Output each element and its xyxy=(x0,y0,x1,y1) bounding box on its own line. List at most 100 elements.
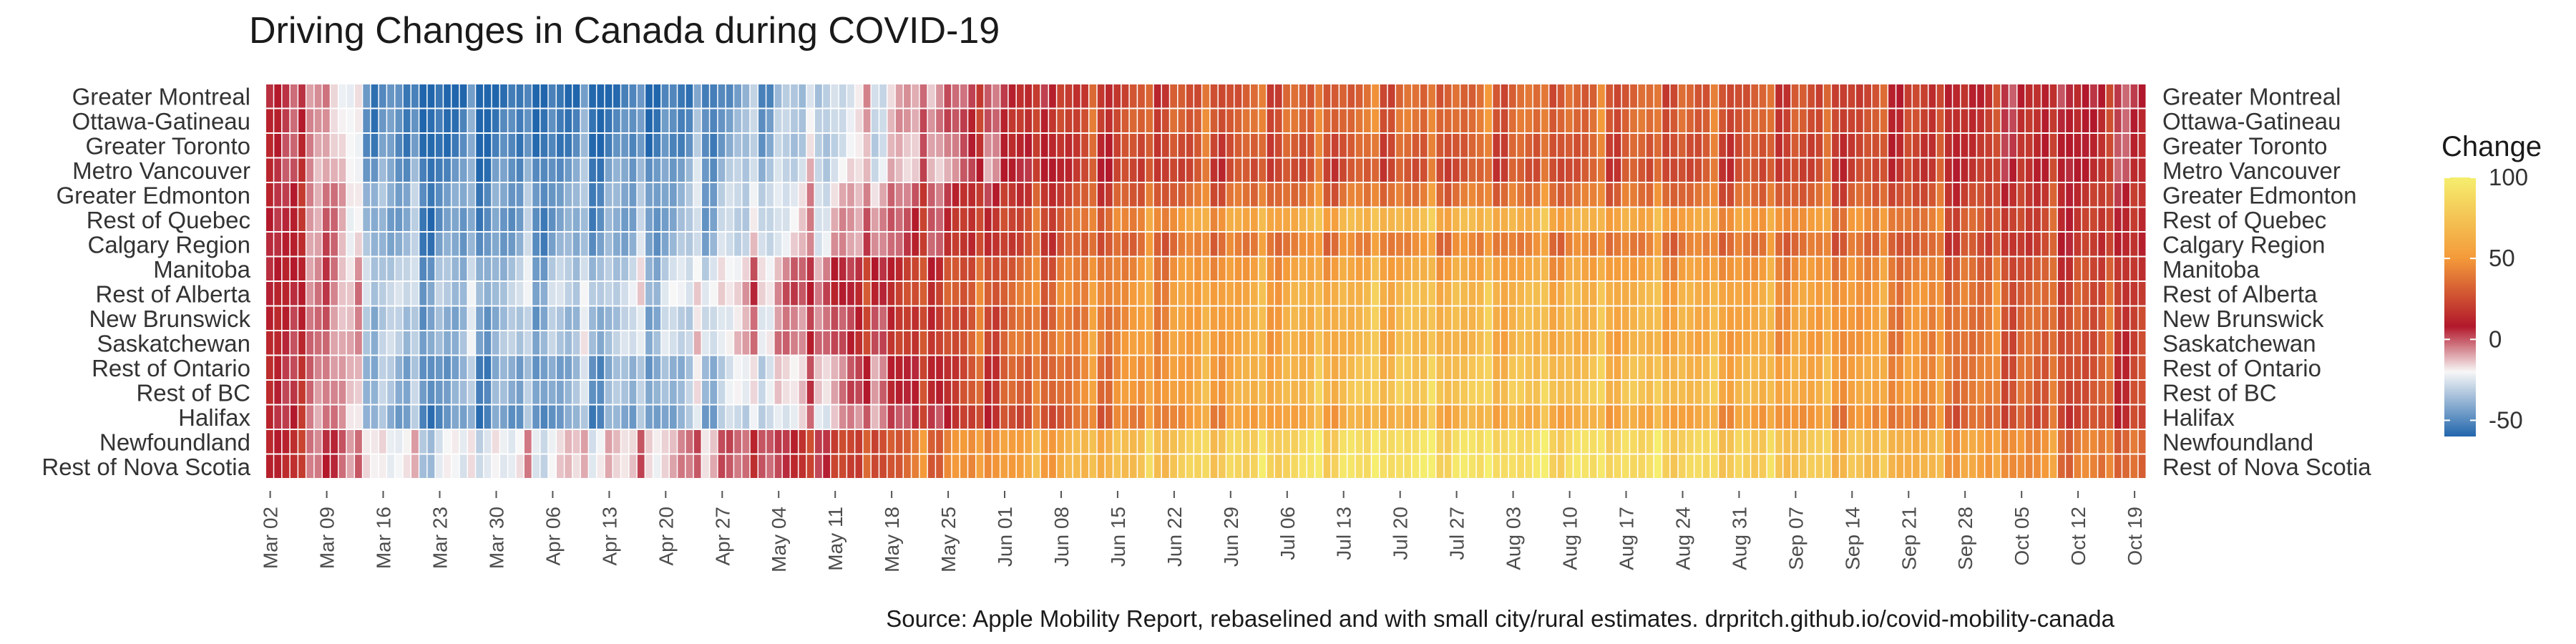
heatmap-cell xyxy=(2041,282,2049,306)
heatmap-cell xyxy=(435,356,443,379)
heatmap-cell xyxy=(1493,405,1501,429)
heatmap-cell xyxy=(298,454,306,478)
heatmap-cell xyxy=(2082,109,2089,132)
heatmap-cell xyxy=(1574,109,1581,132)
heatmap-cell xyxy=(1993,233,2001,256)
heatmap-cell xyxy=(782,356,790,379)
heatmap-cell xyxy=(2130,405,2138,429)
heatmap-cell xyxy=(1355,306,1363,330)
heatmap-cell xyxy=(1420,454,1428,478)
heatmap-cell xyxy=(1251,306,1258,330)
heatmap-cell xyxy=(1823,405,1831,429)
heatmap-cell xyxy=(1146,158,1153,182)
heatmap-cell xyxy=(1912,405,1920,429)
heatmap-cell xyxy=(435,208,443,231)
heatmap-cell xyxy=(1646,430,1654,454)
heatmap-cell xyxy=(1106,134,1113,157)
heatmap-cell xyxy=(2001,381,2009,404)
heatmap-cell xyxy=(1783,331,1791,355)
heatmap-cell xyxy=(403,331,411,355)
heatmap-cell xyxy=(1234,331,1242,355)
heatmap-cell xyxy=(1621,134,1629,157)
heatmap-cell xyxy=(936,84,943,108)
heatmap-cell xyxy=(1089,331,1097,355)
heatmap-cell xyxy=(895,381,903,404)
heatmap-cell xyxy=(548,158,556,182)
heatmap-cell xyxy=(1129,381,1137,404)
heatmap-cell xyxy=(1033,233,1040,256)
heatmap-cell xyxy=(613,134,620,157)
heatmap-cell xyxy=(524,381,532,404)
heatmap-cell xyxy=(1057,109,1065,132)
heatmap-cell xyxy=(919,381,927,404)
heatmap-cell xyxy=(444,306,451,330)
heatmap-cell xyxy=(1129,84,1137,108)
heatmap-cell xyxy=(1453,257,1460,280)
heatmap-cell xyxy=(2090,158,2097,182)
heatmap-cell xyxy=(1444,282,1452,306)
heatmap-cell xyxy=(1589,109,1597,132)
heatmap-cell xyxy=(1953,430,1961,454)
heatmap-cell xyxy=(1380,381,1387,404)
heatmap-cell xyxy=(282,233,290,256)
heatmap-cell xyxy=(1170,405,1178,429)
heatmap-cell xyxy=(1719,430,1726,454)
heatmap-cell xyxy=(1581,257,1589,280)
heatmap-cell xyxy=(2025,282,2033,306)
heatmap-cell xyxy=(847,233,854,256)
heatmap-cell xyxy=(572,306,580,330)
heatmap-cell xyxy=(1743,405,1750,429)
heatmap-cell xyxy=(645,405,653,429)
heatmap-cell xyxy=(839,405,847,429)
heatmap-cell xyxy=(508,405,516,429)
heatmap-cell xyxy=(1985,282,1993,306)
heatmap-cell xyxy=(1574,233,1581,256)
heatmap-cell xyxy=(686,109,693,132)
heatmap-cell xyxy=(1146,381,1153,404)
heatmap-cell xyxy=(355,158,362,182)
heatmap-cell xyxy=(806,84,814,108)
heatmap-cell xyxy=(2025,233,2033,256)
heatmap-cell xyxy=(895,430,903,454)
heatmap-cell xyxy=(1775,183,1782,207)
heatmap-cell xyxy=(637,430,645,454)
heatmap-cell xyxy=(1436,282,1444,306)
heatmap-cell xyxy=(718,331,726,355)
heatmap-cell xyxy=(322,331,330,355)
heatmap-cell xyxy=(613,356,620,379)
heatmap-cell xyxy=(1654,405,1662,429)
heatmap-cell xyxy=(1581,134,1589,157)
heatmap-cell xyxy=(1113,454,1121,478)
heatmap-cell xyxy=(871,134,879,157)
heatmap-cell xyxy=(669,454,677,478)
heatmap-cell xyxy=(1146,109,1153,132)
heatmap-cell xyxy=(1638,381,1646,404)
heatmap-cell xyxy=(2041,430,2049,454)
heatmap-cell xyxy=(427,257,435,280)
heatmap-cell xyxy=(742,233,750,256)
heatmap-cell xyxy=(904,306,911,330)
heatmap-cell xyxy=(1146,282,1153,306)
heatmap-cell xyxy=(1896,356,1904,379)
heatmap-cell xyxy=(1823,109,1831,132)
heatmap-cell xyxy=(1945,405,1952,429)
heatmap-cell xyxy=(1444,134,1452,157)
heatmap-cell xyxy=(1985,405,1993,429)
heatmap-cell xyxy=(1589,183,1597,207)
heatmap-cell xyxy=(1355,405,1363,429)
heatmap-cell xyxy=(823,306,831,330)
heatmap-cell xyxy=(1501,208,1508,231)
heatmap-cell xyxy=(484,183,492,207)
heatmap-cell xyxy=(791,356,798,379)
heatmap-cell xyxy=(1178,306,1186,330)
heatmap-cell xyxy=(1485,233,1492,256)
heatmap-cell xyxy=(2049,282,2057,306)
heatmap-cell xyxy=(1614,183,1621,207)
heatmap-cell xyxy=(1033,183,1040,207)
heatmap-cell xyxy=(1961,183,1968,207)
heatmap-cell xyxy=(1000,109,1008,132)
row-label-left: Rest of Alberta xyxy=(96,280,251,307)
heatmap-cell xyxy=(1161,405,1169,429)
heatmap-cell xyxy=(1541,430,1548,454)
heatmap-cell xyxy=(1888,405,1896,429)
